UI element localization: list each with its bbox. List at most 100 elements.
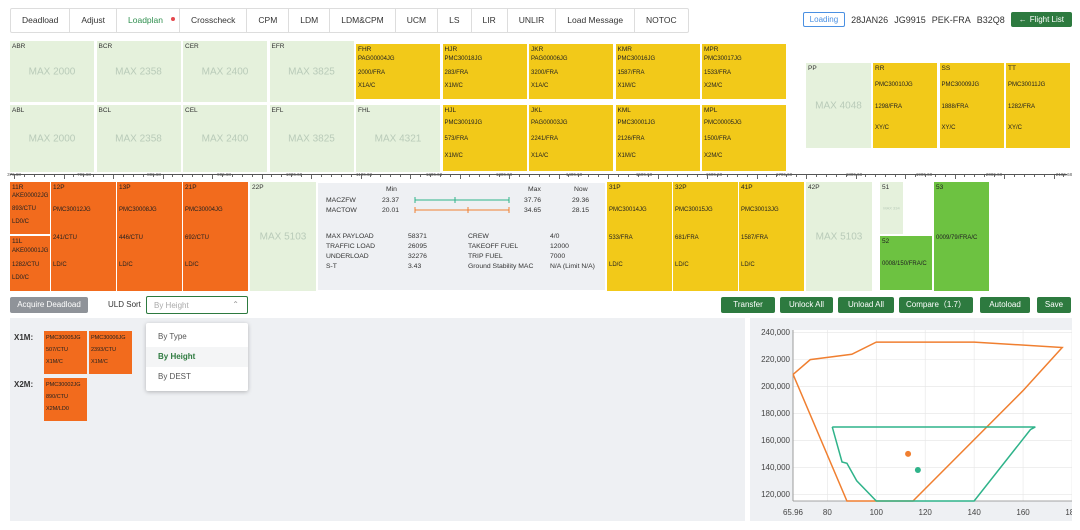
tab-lir[interactable]: LIR	[472, 9, 508, 32]
tab-ls[interactable]: LS	[438, 9, 472, 32]
position-label: 11R	[12, 184, 24, 191]
uld-card[interactable]: PMC30005JG 507/CTU X1M/C	[44, 331, 87, 374]
uld-position-fhr[interactable]: FHR PAG00004JG 2000/FRA X1A/C	[356, 44, 440, 99]
uld-position-mpr[interactable]: MPR PMC30017JG 1533/FRA X2M/C	[702, 44, 786, 99]
ruler-tick-label: 1806.68	[845, 172, 863, 177]
uld-position-bcr[interactable]: BCR MAX 2358	[96, 41, 181, 102]
uld-type: LD/C	[609, 261, 623, 268]
uld-sort-value: By Height	[154, 301, 189, 310]
uld-position-efr[interactable]: EFR MAX 3825	[269, 41, 354, 102]
tab-loadplan[interactable]: Loadplan	[117, 9, 180, 32]
uld-position-efl[interactable]: EFL MAX 3825	[269, 105, 354, 172]
ruler-tick	[182, 175, 184, 177]
uld-position-hjr[interactable]: HJR PMC30018JG 283/FRA X1M/C	[442, 44, 527, 99]
ruler-tick	[627, 175, 629, 177]
uld-position-bcl[interactable]: BCL MAX 2358	[96, 105, 181, 172]
uld-sort-label: ULD Sort	[108, 300, 141, 309]
stat-label: TAKEOFF FUEL	[468, 243, 519, 250]
sort-option-by-height[interactable]: By Height	[146, 347, 248, 367]
uld-position-rr[interactable]: RR PMC30010JG 1298/FRA XY/C	[873, 63, 937, 148]
uld-position-mpl[interactable]: MPL PMC00005JG 1500/FRA X2M/C	[702, 105, 786, 171]
uld-position-ss[interactable]: SS PMC30009JG 1888/FRA XY/C	[939, 63, 1004, 148]
stat-label: TRIP FUEL	[468, 253, 503, 260]
unlock-all-button[interactable]: Unlock All	[780, 297, 833, 313]
transfer-inquiry-button[interactable]: Transfer Inquiry	[721, 297, 775, 325]
ruler-tick	[924, 175, 926, 177]
uld-position-hjl[interactable]: HJL PMC30019JG 573/FRA X1M/C	[442, 105, 527, 171]
uld-position-22p[interactable]: 22P MAX 5103	[250, 182, 316, 291]
maczfw-label: MACZFW	[326, 197, 356, 204]
ruler-tick-label: 1706.68	[775, 172, 793, 177]
ruler-tick-label: 1206.68	[425, 172, 443, 177]
unload-all-button[interactable]: Unload All	[838, 297, 894, 313]
uld-sort-select[interactable]: By Height ⌃	[146, 296, 248, 314]
uld-position-42p[interactable]: 42P MAX 5103	[806, 182, 872, 291]
uld-position-kml[interactable]: KML PMC30001JG 2126/FRA X1M/C	[615, 105, 700, 171]
uld-position-jkl[interactable]: JKL PAG00003JG 2241/FRA X1A/C	[529, 105, 613, 171]
uld-position-pp[interactable]: PP MAX 4048	[806, 63, 871, 148]
ruler-tick	[608, 175, 609, 179]
uld-position-53[interactable]: 53 0009/79/FRA/C	[934, 182, 989, 291]
autoload-button[interactable]: Autoload	[980, 297, 1030, 313]
uld-position-13p[interactable]: 13P PMC30008JG 446/CTU LD/C	[117, 182, 182, 291]
stat-label: TRAFFIC LOAD	[326, 243, 376, 250]
acquire-deadload-button[interactable]: Acquire Deadload	[10, 297, 88, 313]
uld-position-31p[interactable]: 31P PMC30014JG 533/FRA LD/C	[607, 182, 672, 291]
ruler-tick	[73, 175, 75, 177]
uld-position-jkr[interactable]: JKR PAG00006JG 3200/FRA X1A/C	[529, 44, 613, 99]
flight-list-button[interactable]: ← Flight List	[1010, 12, 1072, 27]
uld-position-abr[interactable]: ABR MAX 2000	[10, 41, 94, 102]
ruler-tick	[271, 175, 273, 177]
tab-bar: Deadload Adjust Loadplan Crosscheck CPM LDM LD…	[10, 8, 689, 33]
tab-crosscheck[interactable]: Crosscheck	[180, 9, 248, 32]
balance-ruler: 376.68 706.68 806.68 906.68 1006.68 1106.68 12…	[7, 172, 1072, 184]
ruler-tick	[1033, 175, 1035, 177]
tab-adjust[interactable]: Adjust	[70, 9, 118, 32]
uld-position-41p[interactable]: 41P PMC30013JG 1587/FRA LD/C	[739, 182, 804, 291]
uld-weight-dest: 2000/FRA	[358, 69, 386, 76]
sort-option-by-type[interactable]: By Type	[158, 332, 187, 341]
uld-position-tt[interactable]: TT PMC30011JG 1282/FRA XY/C	[1006, 63, 1070, 148]
tab-load-message[interactable]: Load Message	[556, 9, 636, 32]
save-button[interactable]: Save	[1037, 297, 1071, 313]
uld-position-12p[interactable]: 12P PMC30012JG 241/CTU LD/C	[51, 182, 116, 291]
uld-type: X1M/C	[444, 152, 463, 159]
uld-position-cel[interactable]: CEL MAX 2400	[183, 105, 267, 172]
uld-position-51[interactable]: 51 MAX 334	[880, 182, 903, 234]
ruler-tick	[974, 175, 976, 177]
uld-id: PMC30016JG	[617, 55, 656, 62]
uld-position-21p[interactable]: 21P PMC30004JG 692/CTU LD/C	[183, 182, 248, 291]
uld-type: LD/C	[741, 261, 755, 268]
uld-position-11r[interactable]: 11R AKE00002JG 893/CTU LD0/C	[10, 182, 50, 234]
tab-deadload[interactable]: Deadload	[11, 9, 71, 32]
x-tick-label: 160	[1016, 508, 1030, 517]
y-tick-label: 180,000	[761, 409, 790, 418]
compare-button[interactable]: Compare（1.7）	[899, 297, 973, 313]
uld-card[interactable]: PMC30006JG 2393/CTU X1M/C	[89, 331, 132, 374]
uld-position-cer[interactable]: CER MAX 2400	[183, 41, 267, 102]
ruler-tick	[330, 175, 332, 177]
tab-cpm[interactable]: CPM	[247, 9, 290, 32]
sort-option-by-dest[interactable]: By DEST	[158, 372, 191, 381]
tab-unlir[interactable]: UNLIR	[508, 9, 557, 32]
tab-ldm[interactable]: LDM	[289, 9, 331, 32]
uld-position-kmr[interactable]: KMR PMC30016JG 1587/FRA X1M/C	[615, 44, 700, 99]
ruler-tick	[251, 175, 253, 177]
position-label: JKR	[531, 46, 544, 53]
tab-ldm-cpm[interactable]: LDM&CPM	[330, 9, 396, 32]
uld-card[interactable]: PMC30002JG 890/CTU X2M/LD0	[44, 378, 87, 421]
uld-position-52[interactable]: 52 0008/150/FRA/C	[880, 236, 932, 290]
ruler-tick	[113, 175, 114, 179]
tab-ucm[interactable]: UCM	[396, 9, 439, 32]
uld-type: X1M/C	[617, 152, 636, 159]
ruler-tick	[122, 175, 124, 177]
tab-notoc[interactable]: NOTOC	[646, 15, 677, 25]
ruler-tick	[172, 175, 174, 177]
ruler-tick	[162, 175, 164, 179]
uld-position-11l[interactable]: 11L AKE00001JG 1282/CTU LD0/C	[10, 236, 50, 291]
uld-type: LD/C	[675, 261, 689, 268]
stat-header-min: Min	[386, 186, 397, 193]
uld-position-32p[interactable]: 32P PMC30015JG 681/FRA LD/C	[673, 182, 738, 291]
uld-position-fhl[interactable]: FHL MAX 4321	[356, 105, 440, 172]
uld-position-abl[interactable]: ABL MAX 2000	[10, 105, 94, 172]
